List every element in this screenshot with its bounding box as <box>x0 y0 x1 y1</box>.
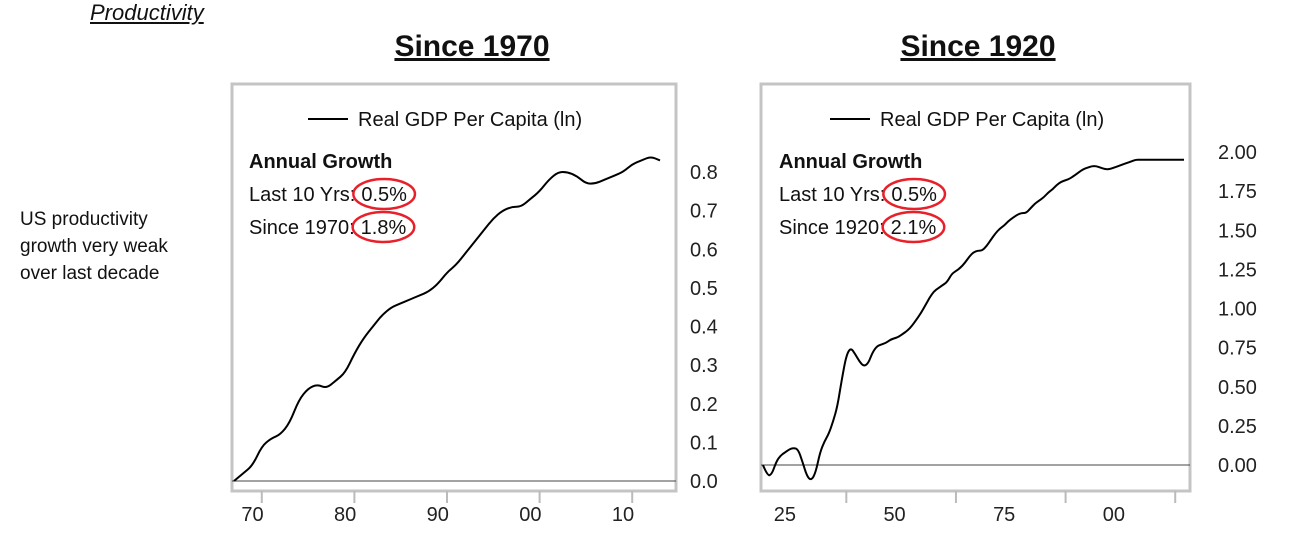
section-title: Productivity <box>90 0 204 25</box>
x-tick-label: 90 <box>427 504 449 526</box>
series-line-real-gdp-per-capita <box>233 156 661 482</box>
y-tick-label: 1.75 <box>1218 181 1257 203</box>
annotation-heading: Annual Growth <box>249 151 392 173</box>
annotation-value: 0.5% <box>361 184 407 206</box>
plot-frame <box>759 82 1192 493</box>
legend-label: Real GDP Per Capita (ln) <box>880 109 1104 131</box>
y-tick-label: 2.00 <box>1218 142 1257 164</box>
side-note: US productivity growth very weak over la… <box>20 209 168 284</box>
y-tick-label: 0.00 <box>1218 455 1257 477</box>
y-tick-label: 1.00 <box>1218 299 1257 321</box>
highlight-circle <box>882 177 947 211</box>
y-tick-label: 0.4 <box>690 317 718 339</box>
x-tick-label: 50 <box>883 504 905 526</box>
highlight-circle <box>351 210 416 244</box>
y-tick-label: 1.25 <box>1218 259 1257 281</box>
y-tick-label: 0.8 <box>690 162 718 184</box>
y-tick-label: 0.75 <box>1218 338 1257 360</box>
y-tick-label: 0.6 <box>690 239 718 261</box>
x-tick-label: 25 <box>774 504 796 526</box>
x-tick-label: 10 <box>612 504 634 526</box>
y-tick-label: 0.3 <box>690 355 718 377</box>
x-tick-label: 00 <box>1103 504 1125 526</box>
plot-frame <box>230 82 678 493</box>
series-line-real-gdp-per-capita <box>762 158 1184 481</box>
y-tick-label: 1.50 <box>1218 220 1257 242</box>
legend-label: Real GDP Per Capita (ln) <box>358 109 582 131</box>
annotation-label: Since 1970: <box>249 217 355 239</box>
annotation-label: Last 10 Yrs: <box>779 184 885 206</box>
chart-title-since-1920: Since 1920 <box>900 30 1056 63</box>
x-tick-label: 75 <box>993 504 1015 526</box>
x-tick-label: 80 <box>334 504 356 526</box>
x-tick-label: 70 <box>241 504 263 526</box>
annotation-value: 0.5% <box>891 184 937 206</box>
annotation-heading: Annual Growth <box>779 151 922 173</box>
annotation-value: 1.8% <box>361 217 407 239</box>
y-tick-label: 0.25 <box>1218 416 1257 438</box>
highlight-circle <box>881 210 946 244</box>
y-tick-label: 0.0 <box>690 471 718 493</box>
y-tick-label: 0.5 <box>690 278 718 300</box>
annotation-value: 2.1% <box>891 217 937 239</box>
x-tick-label: 00 <box>519 504 541 526</box>
highlight-circle <box>352 177 417 211</box>
chart-title-since-1970: Since 1970 <box>394 30 550 63</box>
y-tick-label: 0.7 <box>690 201 718 223</box>
annotation-label: Since 1920: <box>779 217 885 239</box>
y-tick-label: 0.1 <box>690 432 718 454</box>
y-tick-label: 0.50 <box>1218 377 1257 399</box>
annotation-label: Last 10 Yrs: <box>249 184 355 206</box>
y-tick-label: 0.2 <box>690 394 718 416</box>
